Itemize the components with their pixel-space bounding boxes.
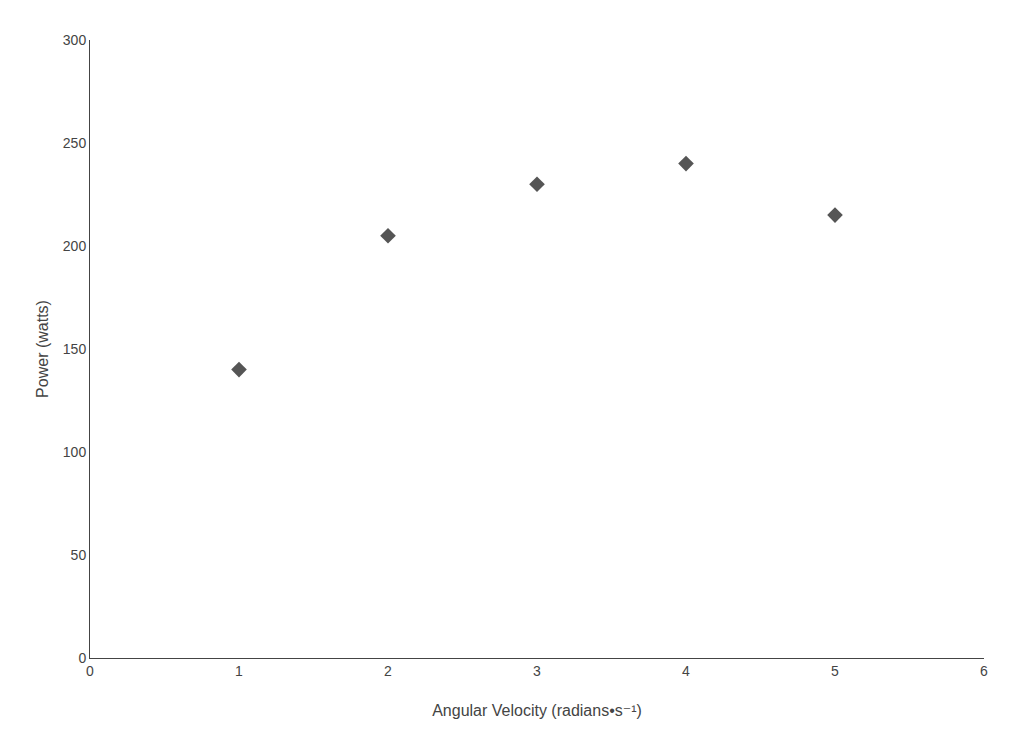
svg-text:Angular Velocity (radians•s⁻¹): Angular Velocity (radians•s⁻¹)	[432, 702, 642, 719]
svg-text:200: 200	[63, 238, 87, 254]
svg-text:50: 50	[71, 547, 87, 563]
svg-text:150: 150	[63, 341, 87, 357]
svg-text:4: 4	[682, 663, 690, 679]
svg-text:300: 300	[63, 32, 87, 48]
svg-text:0: 0	[86, 663, 94, 679]
svg-text:5: 5	[831, 663, 839, 679]
svg-text:3: 3	[533, 663, 541, 679]
svg-text:0: 0	[78, 650, 86, 666]
svg-text:100: 100	[63, 444, 87, 460]
svg-text:Power (watts): Power (watts)	[34, 300, 51, 398]
svg-text:250: 250	[63, 135, 87, 151]
svg-text:6: 6	[980, 663, 988, 679]
svg-text:2: 2	[384, 663, 392, 679]
svg-text:1: 1	[235, 663, 243, 679]
